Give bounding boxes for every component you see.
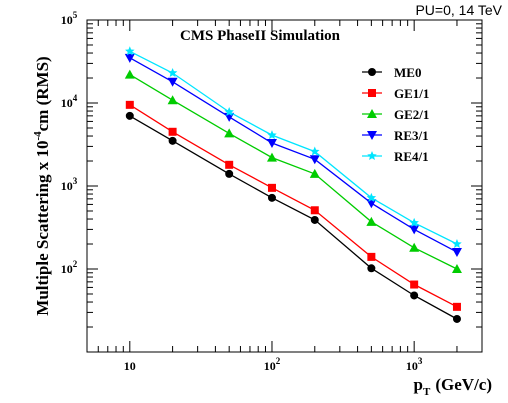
data-point	[168, 127, 177, 136]
data-point	[167, 95, 178, 105]
data-point	[225, 169, 234, 178]
y-axis-label: Multiple Scattering x 10-4cm (RMS)	[32, 56, 52, 315]
legend-marker	[368, 89, 376, 97]
series-ge1-1	[125, 100, 461, 311]
legend-marker	[367, 109, 377, 118]
legend-label: RE3/1	[394, 128, 429, 143]
series-re3-1	[124, 53, 462, 258]
data-point	[125, 46, 135, 56]
legend-label: RE4/1	[394, 149, 429, 164]
series-re4-1	[125, 46, 462, 249]
x-axis-label: pT (GeV/c)	[414, 375, 492, 398]
data-point	[367, 264, 376, 273]
x-axis-label-sub: T	[423, 386, 431, 398]
data-point	[410, 280, 419, 289]
data-point	[452, 239, 462, 249]
data-point	[310, 215, 319, 224]
x-tick-label: 102	[264, 356, 281, 373]
series-line	[129, 104, 458, 308]
data-point	[224, 128, 235, 138]
x-tick-label: 10	[124, 359, 136, 373]
data-point	[125, 111, 134, 120]
data-point	[409, 217, 419, 227]
data-point	[168, 136, 177, 145]
legend-item: GE1/1	[362, 86, 429, 101]
data-point	[267, 183, 276, 192]
legend: ME0 GE1/1 GE2/1 RE3/1 RE4/1	[362, 65, 429, 164]
data-point	[124, 69, 135, 79]
data-point	[452, 314, 461, 323]
data-point	[167, 77, 178, 87]
svg-text:Multiple Scattering x 10-4cm (: Multiple Scattering x 10-4cm (RMS)	[32, 56, 52, 315]
chart-title: CMS PhaseII Simulation	[180, 28, 341, 44]
data-point	[167, 67, 178, 78]
data-point	[452, 302, 461, 311]
legend-label: GE1/1	[394, 86, 429, 101]
y-tick-label: 102	[61, 259, 78, 276]
data-point	[310, 146, 320, 156]
legend-marker	[367, 151, 377, 161]
data-point	[125, 100, 134, 109]
series-layer	[124, 46, 462, 323]
plot-frame	[86, 19, 483, 353]
x-axis-label-main: p	[414, 375, 423, 394]
data-point	[266, 152, 277, 162]
axes-ticks: 10 102 103 102 103 104 105	[61, 10, 483, 373]
data-point	[266, 138, 277, 148]
data-point	[124, 53, 135, 63]
data-point	[367, 252, 376, 261]
data-point	[409, 225, 420, 235]
data-point	[267, 130, 277, 140]
legend-item: RE3/1	[362, 128, 429, 143]
x-tick-label: 103	[406, 356, 423, 373]
legend-item: GE2/1	[362, 107, 429, 122]
y-tick-label: 103	[61, 176, 78, 193]
data-point	[366, 192, 377, 202]
legend-marker	[368, 68, 376, 76]
data-point	[451, 248, 462, 258]
x-axis-label-unit: (GeV/c)	[435, 375, 492, 394]
legend-marker	[367, 131, 377, 140]
data-point	[366, 216, 377, 226]
y-axis-label-pre: Multiple Scattering x 10	[33, 141, 52, 316]
data-point	[225, 160, 234, 169]
y-tick-label: 104	[61, 93, 78, 110]
data-point	[451, 264, 462, 273]
legend-label: GE2/1	[394, 107, 429, 122]
data-point	[366, 199, 377, 209]
data-point	[410, 291, 419, 300]
data-point	[310, 206, 319, 215]
legend-item: ME0	[362, 65, 421, 80]
data-point	[309, 168, 320, 178]
data-point	[309, 155, 320, 165]
legend-item: RE4/1	[362, 149, 429, 164]
series-ge2-1	[124, 69, 462, 273]
series-line	[129, 115, 458, 320]
header-note: PU=0, 14 TeV	[415, 2, 502, 18]
legend-label: ME0	[394, 65, 421, 80]
series-me0	[125, 111, 461, 323]
series-line	[129, 74, 458, 270]
y-axis-label-exp: -4	[32, 131, 44, 141]
series-line	[129, 50, 458, 245]
y-axis-label-post: cm (RMS)	[33, 56, 52, 131]
data-point	[267, 193, 276, 202]
data-point	[224, 106, 234, 116]
y-tick-label: 105	[61, 10, 78, 27]
series-line	[129, 57, 458, 253]
data-point	[409, 242, 420, 252]
